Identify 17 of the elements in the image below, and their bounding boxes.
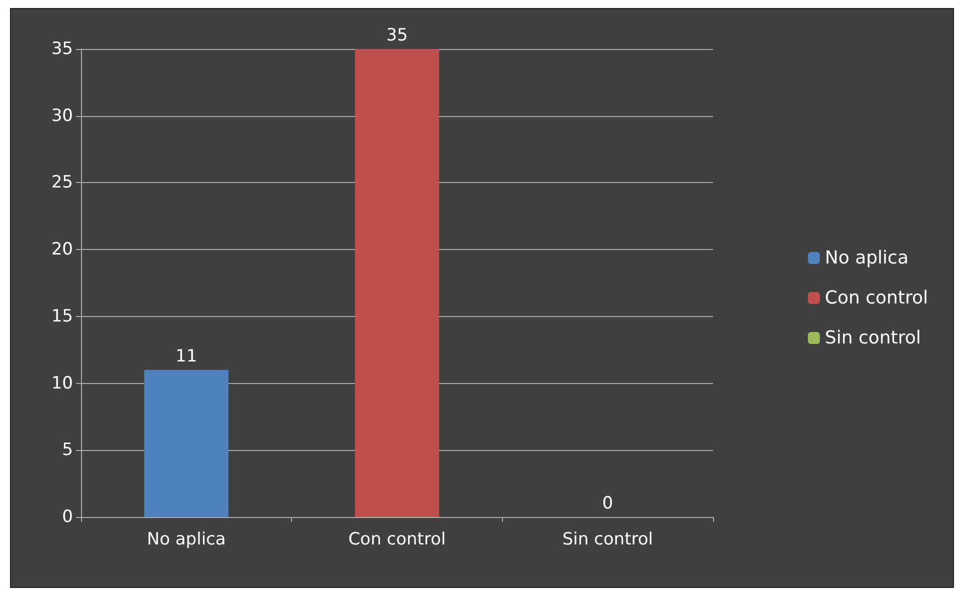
legend-label: Sin control (824, 328, 921, 348)
data-label: 11 (176, 346, 198, 366)
x-tick-label: Con control (348, 530, 446, 550)
data-label: 35 (386, 26, 408, 46)
y-tick-label: 20 (51, 240, 73, 260)
y-tick-label: 10 (51, 373, 73, 394)
legend-label: No aplica (824, 248, 908, 268)
y-tick-label: 0 (62, 507, 73, 527)
y-tick-label: 30 (51, 106, 73, 126)
x-tick-label: No aplica (146, 530, 226, 550)
x-tick-label: Sin control (562, 530, 653, 550)
legend-label: Con control (824, 288, 928, 308)
y-tick-label: 5 (62, 440, 73, 460)
y-tick-label: 35 (51, 39, 73, 59)
y-tick-label: 15 (51, 306, 73, 326)
data-label: 0 (602, 494, 614, 514)
y-tick-label: 25 (51, 172, 73, 193)
